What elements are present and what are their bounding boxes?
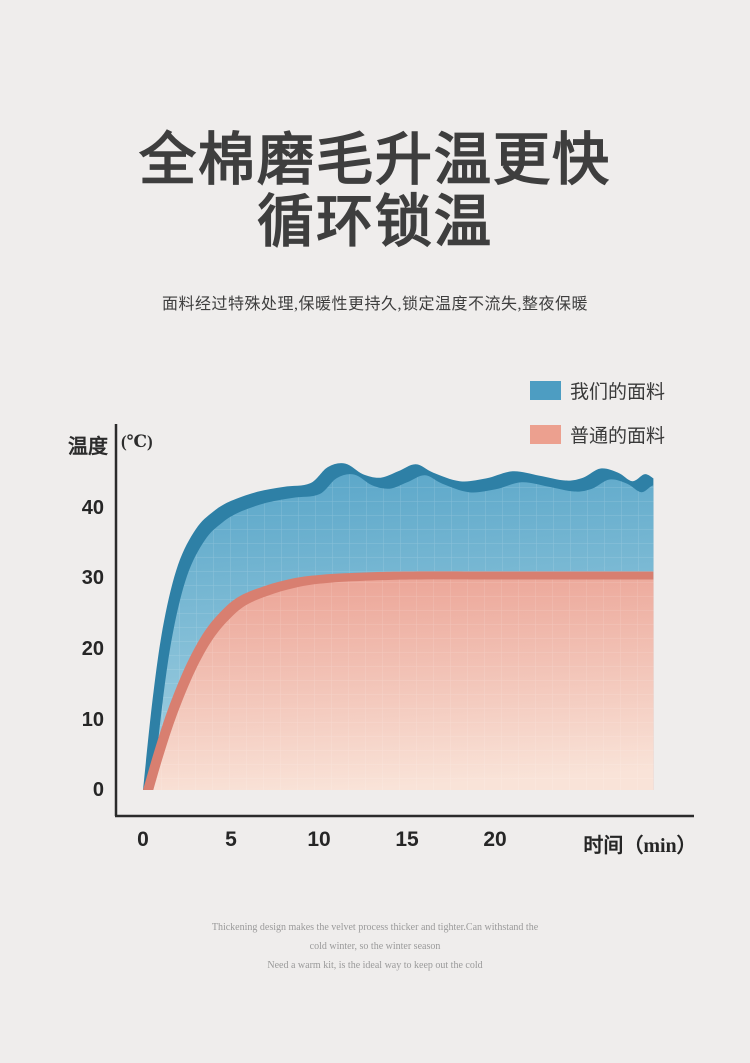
footer-line-1: Thickening design makes the velvet proce… (211, 922, 539, 933)
footer-line-2: cold winter, so the winter season (309, 941, 441, 952)
x-tick-0: 0 (137, 828, 149, 851)
title-line-1: 全棉磨毛升温更快 (139, 129, 611, 192)
y-axis-title: 温度 (68, 436, 108, 458)
title-line-2: 循环锁温 (257, 191, 493, 254)
subtitle: 面料经过特殊处理,保暖性更持久,锁定温度不流失,整夜保暖 (161, 296, 588, 313)
legend-item-ordinary-fabric: 普通的面料 (530, 421, 665, 448)
y-tick-20: 20 (81, 638, 104, 660)
legend-label-our-fabric: 我们的面料 (570, 382, 666, 403)
y-axis-unit: (℃) (121, 432, 153, 451)
x-tick-15: 15 (395, 828, 419, 851)
chart-series-layer (143, 463, 654, 790)
x-tick-10: 10 (307, 828, 331, 851)
page-title: 全棉磨毛升温更快 循环锁温 (0, 130, 750, 254)
footer-text: Thickening design makes the velvet proce… (0, 918, 750, 975)
y-tick-30: 30 (81, 567, 104, 589)
legend-label-ordinary-fabric: 普通的面料 (570, 426, 666, 447)
y-tick-40: 40 (81, 497, 104, 519)
x-axis-title: 时间（min） (583, 835, 697, 857)
legend-swatch-pink (530, 425, 561, 444)
legend-swatch-blue (530, 381, 561, 400)
legend: 我们的面料 普通的面料 (530, 377, 665, 465)
x-tick-20: 20 (483, 828, 507, 851)
y-tick-10: 10 (81, 709, 104, 731)
x-tick-5: 5 (225, 828, 237, 851)
footer-line-3: Need a warm kit, is the ideal way to kee… (267, 960, 483, 971)
legend-item-our-fabric: 我们的面料 (530, 377, 665, 404)
y-tick-0: 0 (92, 779, 104, 801)
